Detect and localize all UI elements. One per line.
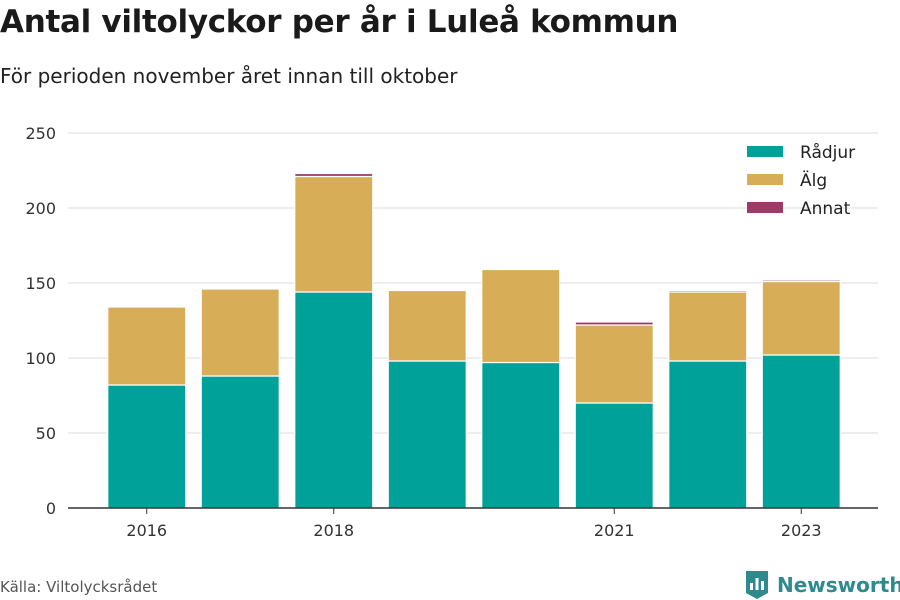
legend-swatch-älg [747,174,783,185]
bar-rådjur-2019 [387,360,467,509]
bar-annat-2023 [761,279,841,283]
bar-rådjur-2021 [574,402,654,509]
y-tick-label: 100 [25,349,56,368]
x-tick-label: 2016 [126,521,167,540]
bar-rådjur-2018 [294,291,374,509]
legend-swatch-annat [747,202,783,213]
y-tick-label: 150 [25,274,56,293]
legend-label: Rådjur [800,142,855,163]
legend-swatch-rådjur [747,146,783,157]
x-tick-label: 2018 [313,521,354,540]
bar-älg-2020 [481,268,561,364]
x-tick-label: 2021 [594,521,635,540]
bar-chart-badge-icon [746,571,768,599]
bar-älg-2017 [200,288,280,377]
legend: Rådjur Älg Annat [747,142,855,219]
bar-rådjur-2023 [761,354,841,509]
bar-älg-2019 [387,289,467,362]
bar-annat-2018 [294,172,374,178]
y-tick-label: 0 [46,499,56,518]
chart-title: Antal viltolyckor per år i Luleå kommun [0,4,679,40]
legend-label: Älg [800,170,827,191]
y-tick-label: 50 [36,424,56,443]
bar-rådjur-2020 [481,361,561,509]
chart-subtitle: För perioden november året innan till ok… [0,64,458,88]
bars [107,172,841,509]
bar-älg-2021 [574,324,654,404]
bar-älg-2023 [761,280,841,356]
legend-label: Annat [800,199,851,219]
bar-annat-2021 [574,321,654,326]
bar-älg-2018 [294,175,374,293]
bar-älg-2016 [107,306,187,386]
brand-logo: Newsworthy [744,570,900,600]
source-note: Källa: Viltolycksrådet [0,578,158,596]
bar-älg-2022 [668,291,748,362]
axes: 0 50 100 150 200 250 2016 2018 2021 2023 [25,124,878,540]
y-tick-label: 200 [25,199,56,218]
x-tick-label: 2023 [781,521,822,540]
stacked-bar-chart: 0 50 100 150 200 250 2016 2018 2021 2023 Rådjur Äl… [25,124,878,540]
brand-name: Newsworthy [777,573,900,597]
bar-annat-2022 [668,289,748,293]
bar-rådjur-2017 [200,375,280,509]
bar-rådjur-2016 [107,384,187,509]
y-tick-label: 250 [25,124,56,143]
bar-rådjur-2022 [668,360,748,509]
